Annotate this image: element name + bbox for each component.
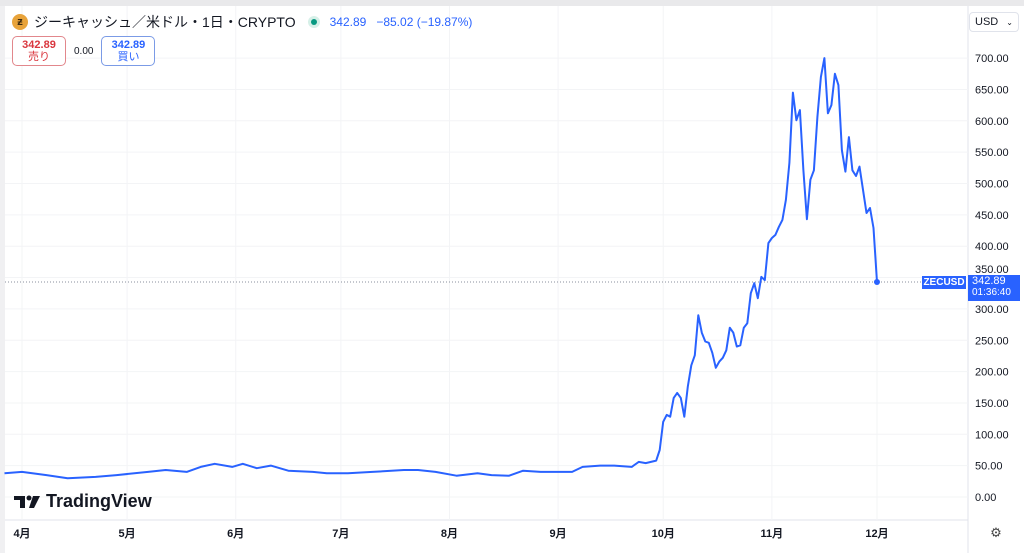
y-tick-label: 700.00 [975,53,1009,65]
x-tick-label: 12月 [865,527,888,540]
sell-label: 売り [28,51,50,63]
buy-button[interactable]: 342.89 買い [101,36,156,66]
trade-buttons: 342.89 売り 0.00 342.89 買い [12,36,156,66]
x-tick-label: 4月 [13,527,30,540]
x-tick-label: 5月 [119,527,136,540]
y-tick-label: 600.00 [975,116,1009,128]
symbol-tag: ZECUSD [922,276,966,289]
y-tick-label: 500.00 [975,179,1009,191]
currency-select[interactable]: USD ⌄ [969,12,1019,32]
chevron-down-icon: ⌄ [1006,17,1013,27]
y-tick-label: 100.00 [975,429,1009,441]
price-change: −85.02 (−19.87%) [376,15,473,29]
spread-value: 0.00 [74,45,94,57]
gear-icon[interactable]: ⚙ [990,525,1002,540]
y-tick-label: 200.00 [975,367,1009,379]
zcash-coin-icon: ƶ [12,14,28,30]
price-line [4,57,878,480]
last-price: 342.89 [329,15,367,29]
market-open-dot-icon [307,16,320,28]
tradingview-logo-icon [14,495,40,508]
last-point-marker [873,279,880,286]
x-tick-label: 6月 [227,527,244,540]
x-tick-label: 10月 [652,527,675,540]
y-tick-label: 650.00 [975,84,1009,96]
y-tick-label: 550.00 [975,147,1009,159]
buy-price: 342.89 [111,39,146,51]
symbol-tag-text: ZECUSD [923,277,965,288]
logo-text: TradingView [46,491,152,511]
left-border [0,6,5,553]
y-tick-label: 400.00 [975,241,1009,253]
x-tick-label: 9月 [550,527,567,540]
x-tick-label: 7月 [332,527,349,540]
price-tag: 342.89 01:36:40 [968,275,1020,301]
sell-button[interactable]: 342.89 売り [12,36,66,66]
symbol-title[interactable]: ジーキャッシュ／米ドル・1日・CRYPTO [34,14,296,30]
tradingview-logo[interactable]: TradingView [14,491,152,512]
y-tick-label: 150.00 [975,398,1009,410]
y-tick-label: 450.00 [975,210,1009,222]
bar-countdown: 01:36:40 [972,287,1011,298]
x-tick-label: 11月 [761,527,784,540]
y-tick-label: 300.00 [975,304,1009,316]
top-border [0,0,1024,6]
y-tick-label: 0.00 [975,492,996,504]
price-tag-value: 342.89 [972,275,1006,287]
symbol-legend: ƶ ジーキャッシュ／米ドル・1日・CRYPTO 342.89 −85.02 (−… [12,12,472,32]
y-tick-label: 250.00 [975,335,1009,347]
x-tick-label: 8月 [441,527,458,540]
currency-value: USD [975,16,999,28]
y-tick-label: 350.00 [975,264,1009,276]
buy-label: 買い [117,51,140,63]
y-tick-label: 50.00 [975,461,1003,473]
sell-price: 342.89 [22,39,56,51]
